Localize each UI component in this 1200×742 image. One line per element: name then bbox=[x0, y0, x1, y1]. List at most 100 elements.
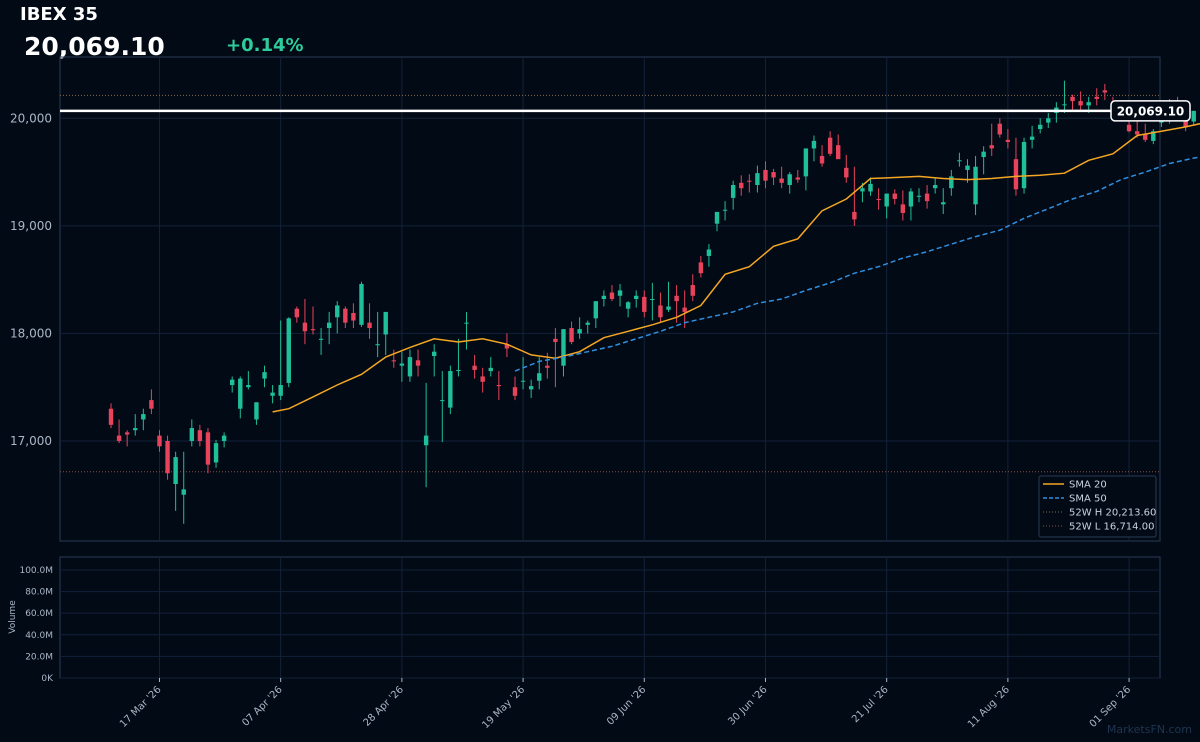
candle-body bbox=[448, 371, 453, 408]
candle-body bbox=[1013, 159, 1019, 190]
candle-body bbox=[682, 307, 687, 312]
candle-body bbox=[601, 295, 607, 299]
candle-body bbox=[246, 385, 251, 388]
candle-body bbox=[254, 402, 259, 420]
date-tick-label: 01 Sep '26 bbox=[1088, 684, 1134, 730]
volume-tick-label: 60.0M bbox=[25, 609, 53, 619]
candle-body bbox=[383, 311, 388, 335]
candle-body bbox=[819, 155, 825, 164]
watermark: MarketsFN.com bbox=[1106, 723, 1192, 736]
candle-body bbox=[868, 183, 873, 192]
candle-body bbox=[423, 435, 429, 446]
candle-body bbox=[908, 191, 914, 207]
volume-tick-label: 20.0M bbox=[25, 652, 53, 662]
candle-body bbox=[1086, 102, 1091, 106]
candle-body bbox=[1078, 101, 1083, 106]
candles bbox=[108, 80, 1196, 524]
candle-body bbox=[205, 432, 211, 465]
candle-body bbox=[1070, 96, 1075, 102]
candle-body bbox=[690, 285, 695, 296]
candle-body bbox=[714, 211, 720, 224]
candle-body bbox=[941, 202, 946, 205]
candle-body bbox=[739, 182, 744, 189]
candle-body bbox=[747, 180, 752, 182]
candle-body bbox=[844, 167, 849, 178]
candle-body bbox=[173, 457, 178, 484]
candle-body bbox=[375, 344, 380, 346]
candle-body bbox=[230, 379, 235, 386]
date-tick-label: 07 Apr '26 bbox=[240, 684, 284, 728]
candle-body bbox=[310, 329, 316, 331]
candle-body bbox=[157, 435, 162, 447]
price-tick-label: 20,000 bbox=[10, 111, 52, 125]
candle-body bbox=[326, 322, 332, 329]
grid bbox=[60, 57, 1160, 679]
candle-body bbox=[432, 351, 437, 357]
candle-body bbox=[1151, 131, 1156, 141]
candle-body bbox=[698, 262, 704, 274]
candle-body bbox=[1062, 104, 1067, 106]
candle-body bbox=[520, 380, 526, 382]
candle-body bbox=[617, 290, 623, 296]
candle-body bbox=[1046, 118, 1051, 123]
volume-axis: 0K 20.0M 40.0M 60.0M 80.0M 100.0M Volume bbox=[8, 566, 54, 684]
candle-body bbox=[900, 204, 906, 213]
candle-body bbox=[278, 385, 283, 396]
price-tick-label: 18,000 bbox=[10, 326, 52, 340]
candle-body bbox=[771, 172, 776, 178]
date-tick-label: 11 Aug '26 bbox=[966, 684, 1012, 730]
candle-body bbox=[149, 400, 154, 409]
candle-body bbox=[763, 169, 768, 181]
candle-body bbox=[1005, 139, 1011, 142]
candle-body bbox=[981, 151, 986, 158]
legend-box bbox=[1038, 475, 1157, 538]
candle-body bbox=[108, 408, 114, 425]
candle-body bbox=[965, 165, 970, 170]
last-price: 20,069.10 bbox=[24, 32, 165, 61]
candle-body bbox=[343, 308, 348, 323]
candle-body bbox=[181, 489, 186, 495]
candle-body bbox=[634, 295, 639, 299]
date-tick-label: 30 Jun '26 bbox=[726, 684, 769, 727]
candle-body bbox=[286, 318, 291, 383]
candle-body bbox=[1143, 134, 1148, 140]
candle-body bbox=[302, 322, 308, 332]
price-panel-frame bbox=[59, 56, 1161, 542]
candle-body bbox=[1029, 136, 1035, 140]
candle-body bbox=[464, 322, 469, 324]
candle-body bbox=[496, 385, 502, 387]
candle-body bbox=[585, 322, 590, 325]
candle-body bbox=[238, 378, 243, 409]
price-tick-label: 19,000 bbox=[10, 219, 52, 233]
candle-body bbox=[1126, 124, 1132, 132]
candle-body bbox=[367, 322, 372, 329]
candle-body bbox=[642, 296, 647, 312]
candle-body bbox=[827, 137, 833, 154]
candle-body bbox=[528, 386, 534, 390]
candle-body bbox=[1134, 131, 1140, 135]
candle-body bbox=[1191, 110, 1196, 122]
candle-body bbox=[730, 184, 736, 198]
reference-lines bbox=[60, 94, 1160, 473]
candle-body bbox=[270, 392, 275, 396]
candle-body bbox=[561, 329, 566, 366]
candle-body bbox=[795, 177, 800, 180]
candle-body bbox=[876, 198, 881, 201]
candle-body bbox=[407, 357, 413, 377]
candle-body bbox=[116, 435, 122, 441]
candle-body bbox=[553, 338, 558, 343]
candle-body bbox=[593, 301, 598, 319]
candle-body bbox=[997, 123, 1002, 135]
date-tick-label: 09 Jun '26 bbox=[605, 684, 648, 727]
volume-panel-frame bbox=[59, 556, 1161, 679]
candle-body bbox=[221, 435, 227, 441]
candle-body bbox=[650, 299, 655, 300]
last-price-label-box bbox=[1110, 100, 1191, 122]
candle-body bbox=[1094, 96, 1099, 99]
date-tick-label: 28 Apr '26 bbox=[362, 684, 406, 728]
candle-body bbox=[1021, 141, 1027, 189]
candle-body bbox=[852, 211, 857, 220]
date-tick-label: 21 Jul '26 bbox=[850, 684, 891, 725]
date-tick-label: 19 May '26 bbox=[480, 684, 527, 731]
